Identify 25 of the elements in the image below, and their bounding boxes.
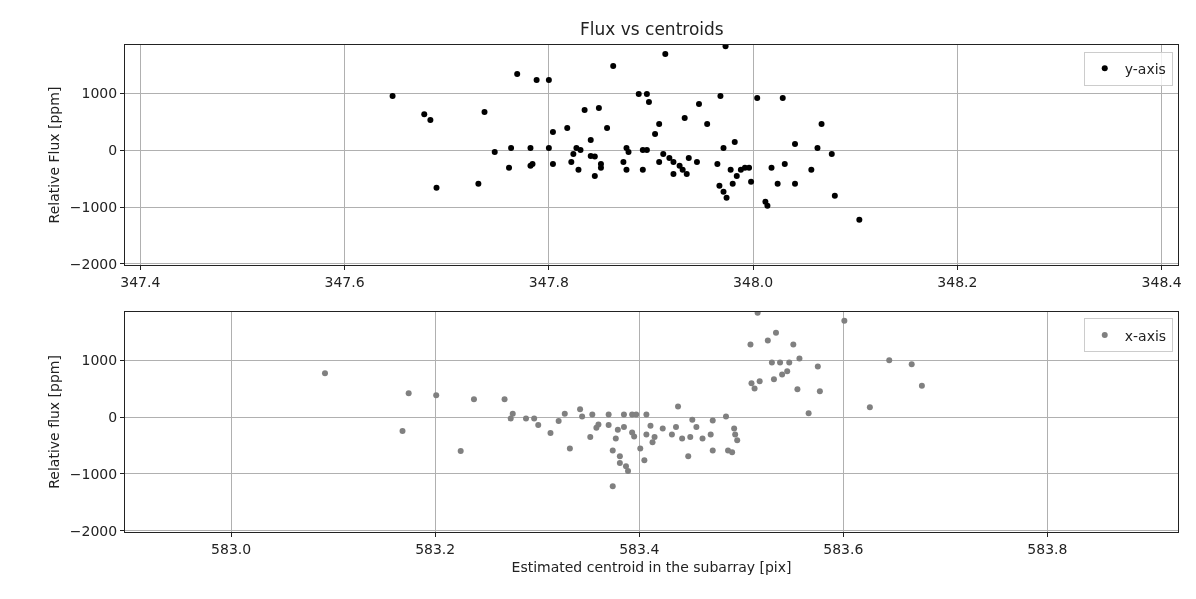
- y-axis-title: Relative Flux [ppm]: [46, 86, 63, 224]
- x-tick-label: 583.4: [619, 540, 660, 557]
- x-tick-label: 348.2: [937, 273, 978, 290]
- y-tick-label: 0: [108, 142, 118, 159]
- y-tick-label: 1000: [81, 85, 118, 102]
- x-tick-label: 347.4: [120, 273, 161, 290]
- y-tick-label: 0: [108, 409, 118, 426]
- y-tick-label: −2000: [69, 522, 118, 539]
- y-axis-title: Relative flux [ppm]: [46, 355, 63, 489]
- x-tick-label: 583.0: [211, 540, 252, 557]
- y-tick-label: −1000: [69, 465, 118, 482]
- y-tick-label: −2000: [69, 255, 118, 272]
- x-tick-label: 348.4: [1141, 273, 1182, 290]
- legend-label: y-axis: [1124, 60, 1166, 77]
- x-tick-label: 583.6: [823, 540, 864, 557]
- x-tick-label: 347.6: [324, 273, 365, 290]
- x-tick-label: 583.8: [1027, 540, 1068, 557]
- x-tick-label: 583.2: [415, 540, 456, 557]
- y-tick-label: 1000: [81, 352, 118, 369]
- y-tick-label: −1000: [69, 199, 118, 216]
- x-tick-label: 347.8: [528, 273, 569, 290]
- x-axis-title: Estimated centroid in the subarray [pix]: [511, 559, 792, 576]
- x-tick-label: 348.0: [733, 273, 774, 290]
- chart-title: Flux vs centroids: [580, 19, 724, 39]
- legend-label: x-axis: [1124, 327, 1167, 344]
